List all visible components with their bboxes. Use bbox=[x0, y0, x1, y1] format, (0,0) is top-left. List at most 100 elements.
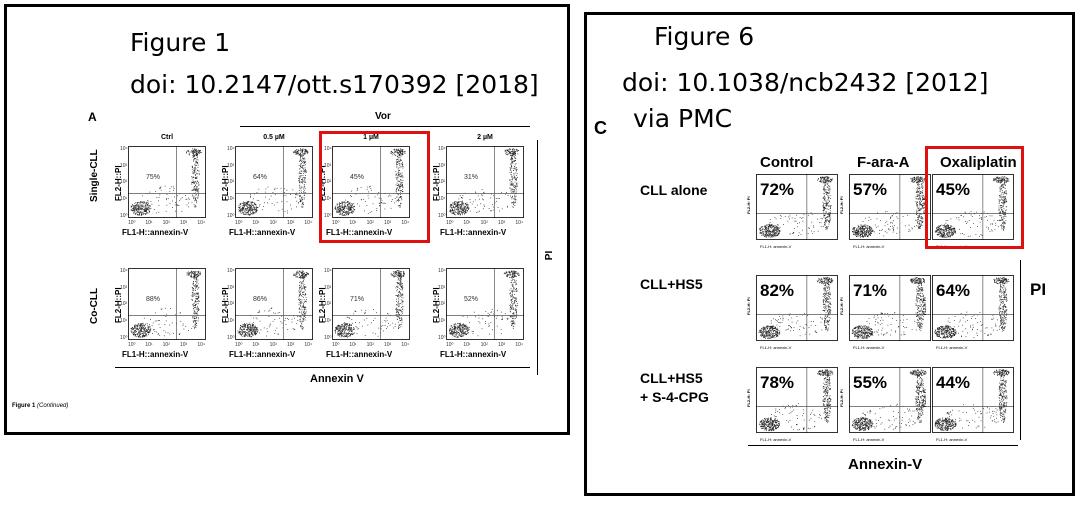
y-tick: 10¹ bbox=[120, 196, 128, 203]
x-axis-label: FL1-H::annexin-V bbox=[229, 228, 296, 237]
y-axis-label: FL2-H: PI bbox=[839, 389, 844, 407]
row-label-sub: + S-4-CPG bbox=[640, 389, 709, 405]
y-axis-label: FL2-H: PI bbox=[746, 196, 751, 214]
viable-percent: 64% bbox=[936, 281, 971, 300]
right-figure-source: via PMC bbox=[633, 104, 733, 133]
left-group-label: Vor bbox=[375, 111, 391, 122]
scatter-dots bbox=[756, 367, 838, 433]
left-side-line bbox=[537, 140, 538, 375]
viable-percent: 72% bbox=[760, 180, 795, 199]
x-axis-label: FL1-H: annexin-V bbox=[936, 437, 968, 442]
y-tick: 10⁴ bbox=[227, 268, 235, 274]
x-tick: 10¹ bbox=[463, 220, 471, 226]
scatter-dots bbox=[756, 275, 838, 341]
x-tick: 10² bbox=[366, 220, 374, 226]
x-tick: 10³ bbox=[384, 342, 392, 348]
viable-percent: 55% bbox=[853, 373, 888, 392]
flow-cytometry-plot bbox=[128, 146, 206, 218]
left-figure-frame bbox=[4, 4, 570, 435]
x-tick: 10¹ bbox=[145, 342, 153, 348]
y-tick: 10² bbox=[120, 301, 128, 308]
y-tick: 10⁰ bbox=[227, 334, 235, 341]
flow-cytometry-plot bbox=[932, 367, 1014, 433]
x-tick: 10¹ bbox=[349, 220, 357, 226]
viable-percent: 44% bbox=[936, 373, 971, 392]
x-tick: 10¹ bbox=[349, 342, 357, 348]
right-panel-letter: C bbox=[594, 118, 607, 138]
left-highlight-box bbox=[319, 131, 430, 243]
y-tick: 10⁴ bbox=[120, 268, 128, 274]
scatter-dots bbox=[332, 268, 410, 340]
row-label: CLL+HS5 bbox=[640, 276, 703, 292]
flow-cytometry-plot bbox=[756, 174, 838, 240]
scatter-dots bbox=[235, 268, 313, 340]
x-axis-label: FL1-H::annexin-V bbox=[440, 350, 507, 359]
viable-percent: 86% bbox=[253, 296, 268, 303]
scatter-dots bbox=[446, 146, 524, 218]
viable-percent: 78% bbox=[760, 373, 795, 392]
y-tick: 10⁴ bbox=[324, 268, 332, 274]
right-side-label: PI bbox=[1030, 280, 1047, 299]
column-header: Ctrl bbox=[160, 134, 174, 141]
x-tick: 10⁴ bbox=[401, 342, 410, 348]
left-bottom-label: Annexin V bbox=[310, 373, 364, 385]
x-tick: 10² bbox=[162, 342, 170, 348]
x-axis-label: FL1-H: annexin-V bbox=[760, 244, 792, 249]
y-tick: 10⁰ bbox=[120, 334, 128, 341]
y-tick: 10⁴ bbox=[227, 146, 235, 152]
x-axis-label: FL1-H::annexin-V bbox=[326, 350, 393, 359]
y-tick: 10³ bbox=[120, 284, 128, 291]
scatter-dots bbox=[932, 367, 1014, 433]
y-axis-label: FL2-H: PI bbox=[839, 297, 844, 315]
x-tick: 10⁴ bbox=[515, 220, 524, 226]
x-tick: 10² bbox=[480, 342, 488, 348]
y-tick: 10⁴ bbox=[324, 146, 332, 152]
flow-cytometry-plot bbox=[849, 367, 931, 433]
left-side-label: PI bbox=[544, 250, 556, 261]
x-axis-label: FL1-H: annexin-V bbox=[936, 345, 968, 350]
x-tick: 10⁴ bbox=[304, 220, 313, 226]
viable-percent: 88% bbox=[146, 296, 161, 303]
scatter-dots bbox=[446, 268, 524, 340]
x-tick: 10⁰ bbox=[128, 342, 136, 348]
scatter-dots bbox=[332, 146, 410, 218]
x-axis-label: FL1-H: annexin-V bbox=[853, 437, 885, 442]
column-header: 1 µM bbox=[363, 134, 379, 141]
right-bottom-label: Annexin-V bbox=[848, 456, 923, 473]
scatter-dots bbox=[932, 275, 1014, 341]
x-tick: 10³ bbox=[287, 220, 295, 226]
x-tick: 10² bbox=[162, 220, 170, 226]
x-axis-label: FL1-H: annexin-V bbox=[760, 437, 792, 442]
column-header: 2 µM bbox=[477, 134, 493, 141]
scatter-dots bbox=[849, 174, 931, 240]
x-axis-label: FL1-H::annexin-V bbox=[326, 228, 393, 237]
y-tick: 10³ bbox=[227, 162, 235, 169]
x-axis-label: FL1-H: annexin-V bbox=[853, 345, 885, 350]
viable-percent: 64% bbox=[253, 174, 268, 181]
y-tick: 10³ bbox=[120, 162, 128, 169]
y-tick: 10¹ bbox=[324, 196, 332, 203]
left-group-line bbox=[240, 126, 530, 127]
x-tick: 10⁰ bbox=[332, 342, 340, 348]
flow-cytometry-plot bbox=[756, 367, 838, 433]
viable-percent: 82% bbox=[760, 281, 795, 300]
y-tick: 10¹ bbox=[227, 318, 235, 325]
viable-percent: 75% bbox=[146, 174, 161, 181]
x-axis-label: FL1-H::annexin-V bbox=[122, 228, 189, 237]
x-tick: 10³ bbox=[287, 342, 295, 348]
scatter-dots bbox=[128, 146, 206, 218]
y-tick: 10² bbox=[120, 179, 128, 186]
x-axis-label: FL1-H::annexin-V bbox=[122, 350, 189, 359]
y-tick: 10³ bbox=[324, 284, 332, 291]
y-axis-label: FL2-H: PI bbox=[922, 297, 927, 315]
row-label: Co-CLL bbox=[89, 287, 100, 324]
right-figure-doi: doi: 10.1038/ncb2432 [2012] bbox=[622, 68, 989, 97]
x-tick: 10¹ bbox=[463, 342, 471, 348]
y-tick: 10⁰ bbox=[227, 212, 235, 219]
x-tick: 10⁰ bbox=[235, 220, 243, 226]
scatter-dots bbox=[932, 174, 1014, 240]
viable-percent: 71% bbox=[350, 296, 365, 303]
left-figure-title: Figure 1 bbox=[130, 28, 231, 57]
y-axis-label: FL2-H: PI bbox=[922, 389, 927, 407]
y-tick: 10¹ bbox=[120, 318, 128, 325]
